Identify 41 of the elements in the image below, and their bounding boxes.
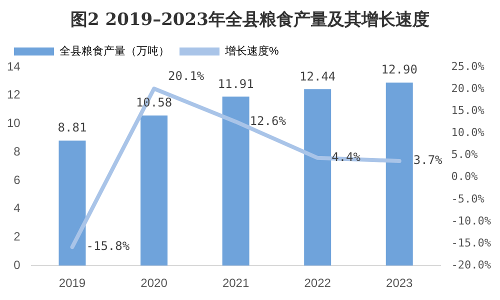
x-tick-label: 2019: [58, 276, 86, 290]
bar: [58, 140, 86, 266]
y2-tick-label: 10.0%: [451, 126, 485, 140]
y-tick-label: 6: [14, 172, 21, 187]
data-label: 20.1%: [168, 68, 205, 83]
data-label: -15.8%: [86, 239, 130, 254]
x-tick-label: 2023: [386, 276, 414, 290]
x-tick-label: 2020: [140, 276, 168, 290]
data-label: 12.90: [381, 62, 418, 77]
y-tick-label: 0: [14, 258, 21, 272]
y2-tick-label: -15.0%: [451, 236, 492, 250]
y-tick-label: 8: [14, 144, 21, 158]
data-label: 12.6%: [250, 114, 287, 128]
data-label: 12.44: [300, 69, 336, 84]
y2-tick-label: 0.0%: [451, 170, 478, 184]
y2-tick-label: -10.0%: [451, 214, 492, 228]
y2-tick-label: 20.0%: [451, 82, 485, 95]
data-label: 11.91: [218, 76, 254, 91]
y2-tick-label: -20.0%: [451, 258, 492, 272]
bar: [304, 89, 332, 266]
y-tick-label: 4: [14, 201, 21, 216]
bar: [222, 96, 250, 266]
bar: [140, 116, 168, 266]
y2-tick-label: 15.0%: [451, 104, 485, 117]
y-tick-label: 2: [14, 230, 21, 244]
x-tick-label: 2022: [304, 276, 332, 290]
data-label: 10.58: [136, 96, 172, 110]
bar: [386, 82, 413, 266]
legend-label: 增长速度%: [224, 44, 279, 58]
y2-tick-label: -5.0%: [451, 192, 485, 206]
y-tick-label: 12: [6, 88, 21, 102]
data-label: 3.7%: [413, 153, 444, 168]
y-tick-label: 14: [6, 59, 21, 74]
data-label: 4.4%: [332, 150, 362, 164]
data-label: 8.81: [58, 120, 87, 135]
y-tick-label: 10: [6, 116, 21, 130]
x-tick-label: 2021: [222, 276, 250, 290]
y2-tick-label: 25.0%: [451, 60, 485, 73]
chart-title: 图2 2019–2023年全县粮食产量及其增长速度: [70, 9, 430, 32]
legend-label: 全县粮食产量（万吨）: [60, 44, 170, 58]
y2-tick-label: 5.0%: [451, 148, 478, 162]
